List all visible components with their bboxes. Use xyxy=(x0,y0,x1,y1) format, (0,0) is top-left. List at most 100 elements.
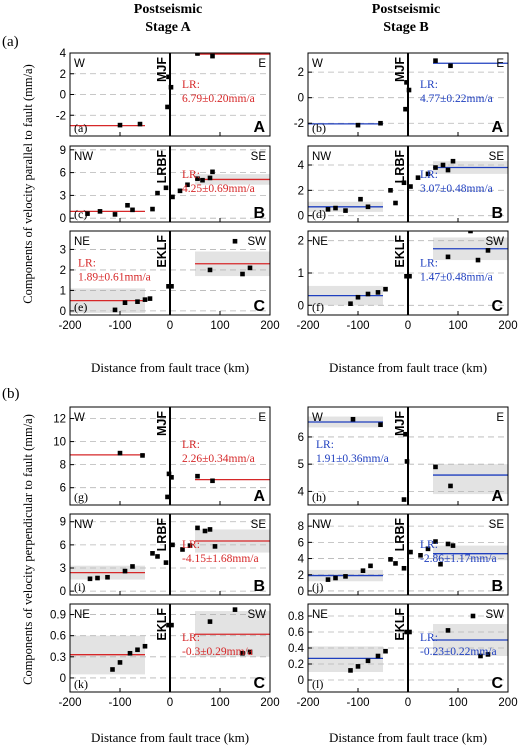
fault-name: LRBF xyxy=(393,150,407,184)
data-point xyxy=(408,184,413,189)
y-tick-label: 0 xyxy=(60,213,66,225)
panel-h: 4 5 6W E MJF (h) A LR: 1.91±0.36mm/a xyxy=(298,406,509,506)
y-tick-label: 0 xyxy=(298,211,304,223)
direction-label-right: SW xyxy=(485,609,504,621)
data-point xyxy=(166,284,171,289)
x-tick-label: -200 xyxy=(296,320,319,332)
data-point xyxy=(450,543,456,548)
panel-i: 0 3 6 9 NW SE LRBF (i) B LR: -4.15±1.68mm/a xyxy=(60,513,271,598)
lr-label: LR: xyxy=(182,539,200,551)
data-point xyxy=(166,471,172,477)
y-tick-label: 0 xyxy=(298,300,304,312)
data-point xyxy=(404,629,409,635)
y-tick-label: 0 xyxy=(60,306,66,318)
data-point xyxy=(210,478,215,484)
lr-label: LR: xyxy=(420,79,438,91)
y-tick-label: 0.9 xyxy=(50,610,66,622)
data-point xyxy=(393,200,398,206)
data-point xyxy=(358,196,363,202)
data-point xyxy=(404,80,409,85)
data-point xyxy=(155,554,160,559)
x-axis-label: Distance from fault trace (km) xyxy=(91,730,249,745)
x-axis-label: Distance from fault trace (km) xyxy=(329,730,487,745)
data-point xyxy=(187,543,193,548)
stage-letter: A xyxy=(253,119,265,136)
column-title-line1: Postseismic xyxy=(372,2,440,17)
direction-label-left: NE xyxy=(312,609,328,621)
data-point xyxy=(478,653,483,659)
fault-name: LRBF xyxy=(155,518,169,552)
x-tick-label: -100 xyxy=(108,320,131,332)
x-tick-label: 100 xyxy=(210,320,229,332)
data-point xyxy=(393,561,398,566)
data-point xyxy=(401,497,407,502)
data-point xyxy=(122,568,128,574)
data-point xyxy=(348,301,353,306)
direction-label-right: SE xyxy=(489,151,505,163)
data-point xyxy=(165,104,170,110)
y-tick-label: 12 xyxy=(53,414,66,426)
lr-label: LR: xyxy=(420,632,438,644)
data-point xyxy=(169,284,174,289)
data-point xyxy=(440,162,446,168)
data-point xyxy=(195,473,200,479)
y-tick-label: 4 xyxy=(298,160,305,172)
fault-name: EKLF xyxy=(155,608,169,641)
panel-l: 0 0.2 0.4 0.6 0.8 -200 -100 0 100 200 NE SW EKLF (l) C… xyxy=(288,603,518,709)
data-point xyxy=(433,539,438,544)
data-point xyxy=(485,248,491,253)
data-point xyxy=(200,177,205,183)
data-point xyxy=(470,613,476,619)
right-band xyxy=(433,464,508,495)
data-point xyxy=(117,122,123,128)
data-point xyxy=(375,653,381,659)
data-point xyxy=(95,575,100,581)
data-point xyxy=(343,574,348,579)
data-point xyxy=(112,212,118,217)
data-point xyxy=(147,296,153,301)
data-point xyxy=(170,194,175,200)
panel-f: 0 1 2 -200 -100 0 100 200 NE SW EKLF (f) C LR: 1.47±0.… xyxy=(296,230,518,332)
data-point xyxy=(401,565,407,571)
data-point xyxy=(325,577,331,582)
data-point xyxy=(485,652,491,657)
x-tick-label: -100 xyxy=(108,697,131,709)
data-point xyxy=(207,527,213,532)
direction-label-left: NE xyxy=(312,236,328,248)
y-tick-label: 6 xyxy=(298,432,304,444)
data-point xyxy=(240,650,245,656)
direction-label-right: E xyxy=(258,58,266,70)
data-point xyxy=(404,459,410,464)
y-tick-label: 0.6 xyxy=(288,627,304,639)
direction-label-right: E xyxy=(258,412,266,424)
lr-value: 4.77±0.22mm/a xyxy=(420,93,493,105)
data-point xyxy=(140,453,145,458)
data-point xyxy=(448,63,453,69)
data-point xyxy=(110,667,115,672)
data-point xyxy=(127,650,133,656)
fault-name: LRBF xyxy=(155,150,169,184)
data-point xyxy=(365,658,371,664)
x-tick-label: 200 xyxy=(498,697,517,709)
data-point xyxy=(388,557,393,562)
data-point xyxy=(333,575,338,581)
x-tick-label: 0 xyxy=(167,697,173,709)
lr-value: -2.86±1.17mm/a xyxy=(420,553,497,565)
y-tick-label: 5 xyxy=(298,459,304,471)
data-point xyxy=(177,188,183,194)
data-point xyxy=(135,647,140,653)
panel-label: (e) xyxy=(74,300,87,314)
column-title-line2: Stage A xyxy=(145,20,191,35)
panel-label: (g) xyxy=(74,490,88,504)
data-point xyxy=(415,175,421,180)
y-tick-label: 6 xyxy=(60,168,66,180)
stage-letter: B xyxy=(253,205,265,222)
y-tick-label: 0 xyxy=(60,673,66,685)
data-point xyxy=(170,542,175,548)
y-tick-label: 2 xyxy=(298,236,304,248)
direction-label-right: SW xyxy=(247,609,266,621)
data-point xyxy=(365,291,371,297)
lr-label: LR: xyxy=(182,169,200,181)
data-point xyxy=(212,544,218,549)
y-tick-label: 8 xyxy=(298,521,304,533)
